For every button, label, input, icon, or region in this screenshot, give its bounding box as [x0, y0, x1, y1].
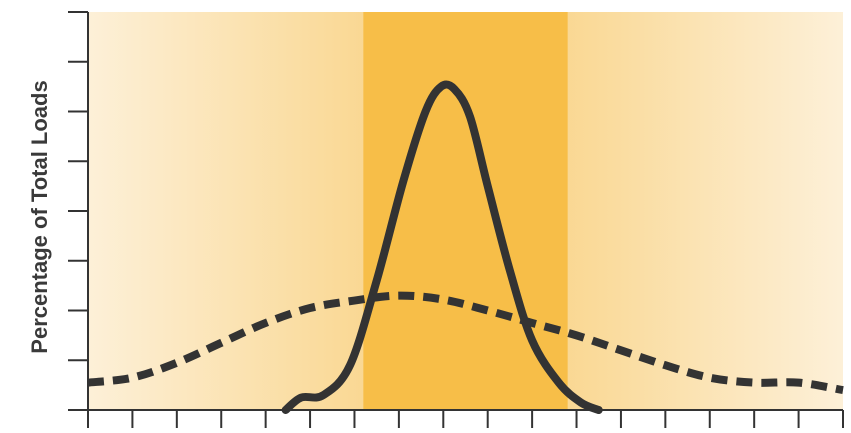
series-dashed-line [87, 291, 844, 395]
series-layer [87, 80, 844, 414]
y-ticks [68, 11, 88, 411]
y-axis-label: Percentage of Total Loads [27, 80, 52, 353]
series-solid-line [281, 80, 603, 414]
x-ticks [87, 410, 844, 428]
